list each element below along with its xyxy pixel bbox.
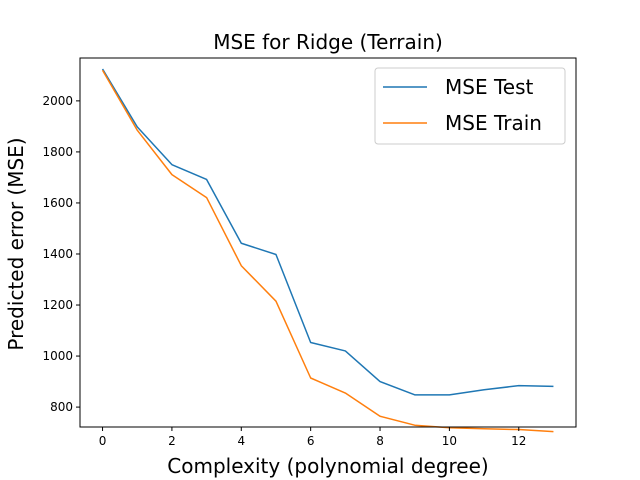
plot-layer: [101, 68, 554, 433]
y-tick-label: 1800: [42, 145, 73, 159]
axis-layer: 0 2 4 6 8 10 12 800 1000 1200 1400 1600 1800 2000: [42, 57, 577, 448]
y-tick-label: 1600: [42, 196, 73, 210]
y-tick-label: 1000: [42, 349, 73, 363]
legend: MSE Test MSE Train: [374, 67, 566, 145]
x-tick-label: 4: [237, 434, 245, 448]
axes-frame: [79, 57, 577, 428]
y-axis-label: Predicted error (MSE): [4, 137, 28, 350]
x-tick-label: 12: [511, 434, 526, 448]
series-line-mse-test: [101, 68, 554, 396]
x-tick-label: 10: [442, 434, 457, 448]
x-tick-label: 2: [168, 434, 176, 448]
x-tick-label: 8: [376, 434, 384, 448]
y-tick-label: 800: [50, 400, 73, 414]
series-line-mse-train: [101, 69, 554, 433]
chart-title: MSE for Ridge (Terrain): [213, 30, 443, 54]
legend-label-mse-train: MSE Train: [445, 111, 542, 135]
y-tick-label: 1200: [42, 298, 73, 312]
x-tick-label: 0: [99, 434, 107, 448]
y-tick-label: 2000: [42, 94, 73, 108]
legend-label-mse-test: MSE Test: [445, 75, 533, 99]
x-axis-label: Complexity (polynomial degree): [167, 454, 488, 478]
y-tick-label: 1400: [42, 247, 73, 261]
x-tick-label: 6: [307, 434, 315, 448]
